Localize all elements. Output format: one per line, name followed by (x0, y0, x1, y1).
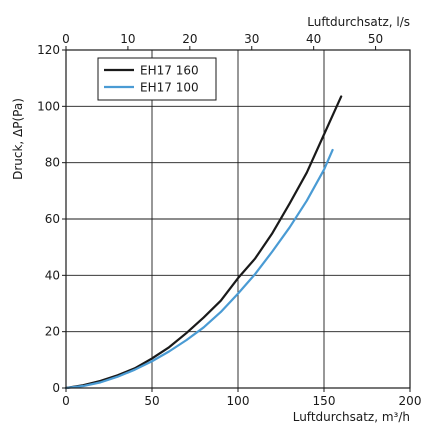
legend: EH17 160 EH17 100 (97, 57, 217, 101)
x-axis-title: Luftdurchsatz, m³/h (293, 410, 410, 424)
y-tick-label: 100 (37, 99, 60, 113)
x2-tick-label: 50 (368, 32, 383, 46)
x2-tick-label: 10 (120, 32, 135, 46)
x2-tick-label: 40 (306, 32, 321, 46)
x-tick-label: 200 (399, 394, 422, 408)
y-tick-label: 80 (45, 156, 60, 170)
x-tick-label: 150 (313, 394, 336, 408)
y-tick-label: 60 (45, 212, 60, 226)
y-tick-label: 40 (45, 268, 60, 282)
y-tick-label: 20 (45, 325, 60, 339)
x2-axis-ticks: 0 10 20 30 40 50 (62, 32, 383, 50)
x-axis-ticks: 0 50 100 150 200 (62, 388, 421, 408)
x-tick-label: 50 (144, 394, 159, 408)
y-tick-label: 0 (52, 381, 60, 395)
legend-label: EH17 100 (140, 81, 199, 95)
y-tick-label: 120 (37, 43, 60, 57)
x2-tick-label: 30 (244, 32, 259, 46)
series-lines (64, 95, 343, 390)
x2-tick-label: 20 (182, 32, 197, 46)
x2-tick-label: 0 (62, 32, 70, 46)
series-line-1 (64, 95, 343, 390)
y-axis-title: Druck, ΔP(Pa) (11, 98, 25, 180)
x2-axis-title: Luftdurchsatz, l/s (307, 15, 410, 29)
x-tick-label: 0 (62, 394, 70, 408)
legend-box (97, 57, 217, 101)
legend-label: EH17 160 (140, 64, 199, 78)
series-line-2 (64, 148, 334, 390)
grid-lines (65, 49, 411, 389)
y-axis-ticks: 0 20 40 60 80 100 120 (37, 43, 66, 395)
x-tick-label: 100 (227, 394, 250, 408)
